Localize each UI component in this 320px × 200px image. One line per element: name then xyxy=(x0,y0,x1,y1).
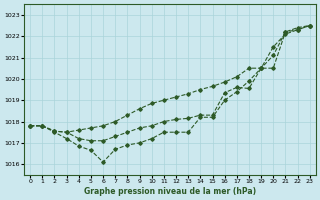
X-axis label: Graphe pression niveau de la mer (hPa): Graphe pression niveau de la mer (hPa) xyxy=(84,187,256,196)
